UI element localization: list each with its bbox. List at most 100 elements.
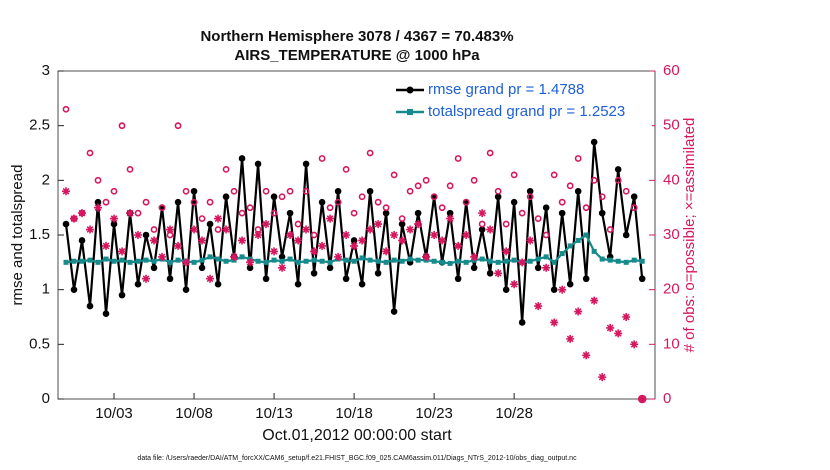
y-tick-label: 2 bbox=[42, 171, 50, 188]
rmse-marker bbox=[518, 319, 526, 326]
possible-marker bbox=[470, 176, 478, 184]
spread-marker bbox=[439, 259, 445, 265]
assimilated-marker bbox=[534, 302, 543, 311]
rmse-marker bbox=[270, 193, 278, 201]
spread-marker bbox=[583, 232, 589, 238]
spread-marker bbox=[207, 254, 213, 260]
assimilated-marker bbox=[606, 323, 615, 332]
assimilated-marker bbox=[310, 247, 319, 256]
rmse-marker bbox=[182, 286, 190, 293]
rmse-marker bbox=[382, 209, 390, 217]
y2-tick-label: 50 bbox=[663, 117, 680, 134]
assimilated-marker bbox=[262, 220, 271, 229]
x-tick-label: 10/28 bbox=[495, 405, 533, 422]
x-tick-label: 10/03 bbox=[95, 405, 133, 422]
possible-marker bbox=[102, 198, 110, 206]
legend-marker bbox=[406, 86, 414, 94]
possible-marker bbox=[622, 187, 630, 195]
rmse-marker bbox=[334, 187, 342, 195]
rmse-marker bbox=[150, 264, 158, 272]
spread-marker bbox=[215, 256, 221, 262]
spread-marker bbox=[623, 259, 629, 265]
rmse-marker bbox=[110, 220, 118, 228]
rmse-marker bbox=[526, 187, 534, 195]
possible-marker bbox=[358, 193, 366, 201]
rmse-marker bbox=[374, 269, 382, 277]
assimilated-marker bbox=[350, 241, 359, 250]
spread-marker bbox=[311, 257, 317, 263]
possible-marker bbox=[454, 155, 462, 162]
possible-marker bbox=[86, 149, 94, 157]
possible-marker bbox=[342, 165, 350, 173]
spread-marker bbox=[143, 257, 149, 263]
rmse-marker bbox=[310, 269, 318, 277]
rmse-marker bbox=[350, 237, 358, 244]
rmse-marker bbox=[390, 308, 398, 315]
spread-marker bbox=[407, 256, 413, 262]
assimilated-marker bbox=[358, 236, 367, 245]
spread-marker bbox=[503, 258, 509, 264]
chart-subtitle: AIRS_TEMPERATURE @ 1000 hPa bbox=[234, 47, 480, 64]
assimilated-marker bbox=[510, 280, 519, 289]
spread-marker bbox=[167, 259, 173, 265]
possible-marker bbox=[598, 193, 606, 201]
rmse-marker bbox=[534, 264, 542, 272]
rmse-marker bbox=[78, 237, 86, 244]
y-tick-label: 1 bbox=[42, 281, 50, 298]
spread-marker bbox=[543, 254, 549, 260]
spread-marker bbox=[511, 257, 517, 263]
assimilated-marker bbox=[438, 236, 447, 245]
possible-marker bbox=[630, 204, 638, 212]
possible-marker bbox=[438, 204, 446, 212]
possible-marker bbox=[446, 182, 454, 190]
assimilated-marker bbox=[142, 274, 151, 283]
assimilated-marker bbox=[614, 329, 623, 338]
possible-marker bbox=[614, 176, 622, 184]
assimilated-marker bbox=[94, 203, 103, 212]
x-tick-label: 10/13 bbox=[255, 405, 293, 422]
spread-marker bbox=[455, 258, 461, 264]
spread-marker bbox=[303, 258, 309, 264]
assimilated-marker bbox=[182, 258, 191, 267]
possible-marker bbox=[534, 215, 542, 222]
rmse-marker bbox=[502, 286, 510, 293]
rmse-marker bbox=[238, 155, 246, 162]
spread-marker bbox=[383, 259, 389, 265]
spread-marker bbox=[263, 259, 269, 265]
spread-marker bbox=[71, 258, 77, 264]
rmse-marker bbox=[254, 160, 262, 168]
spread-marker bbox=[119, 257, 125, 263]
spread-marker bbox=[631, 257, 637, 263]
assimilated-marker bbox=[78, 209, 87, 218]
spread-marker bbox=[575, 237, 581, 243]
assimilated-marker bbox=[390, 231, 399, 239]
assimilated-marker bbox=[486, 225, 495, 234]
assimilated-marker bbox=[150, 236, 159, 245]
assimilated-marker bbox=[254, 231, 263, 239]
y2-axis-label: # of obs: o=possible; ×=assimilated bbox=[681, 118, 698, 353]
spread-marker bbox=[359, 255, 365, 261]
possible-marker bbox=[350, 209, 358, 217]
x-axis-label: Oct.01,2012 00:00:00 start bbox=[262, 427, 452, 444]
rmse-marker bbox=[246, 264, 254, 272]
possible-marker bbox=[198, 215, 206, 222]
assimilated-marker bbox=[198, 236, 207, 245]
assimilated-marker bbox=[342, 231, 351, 239]
assimilated-marker bbox=[446, 214, 455, 223]
spread-marker bbox=[255, 258, 261, 264]
possible-marker bbox=[310, 231, 318, 239]
spread-marker bbox=[463, 259, 469, 265]
rmse-marker bbox=[102, 310, 110, 318]
spread-marker bbox=[375, 258, 381, 264]
spread-marker bbox=[175, 257, 181, 263]
rmse-marker bbox=[294, 280, 302, 288]
assimilated-marker bbox=[550, 318, 559, 327]
assimilated-marker bbox=[246, 258, 255, 267]
x-tick-label: 10/23 bbox=[415, 405, 453, 422]
spread-marker bbox=[103, 256, 109, 262]
assimilated-marker bbox=[334, 252, 343, 261]
assimilated-marker bbox=[422, 252, 431, 261]
possible-marker bbox=[366, 149, 374, 157]
rmse-marker bbox=[638, 275, 646, 283]
